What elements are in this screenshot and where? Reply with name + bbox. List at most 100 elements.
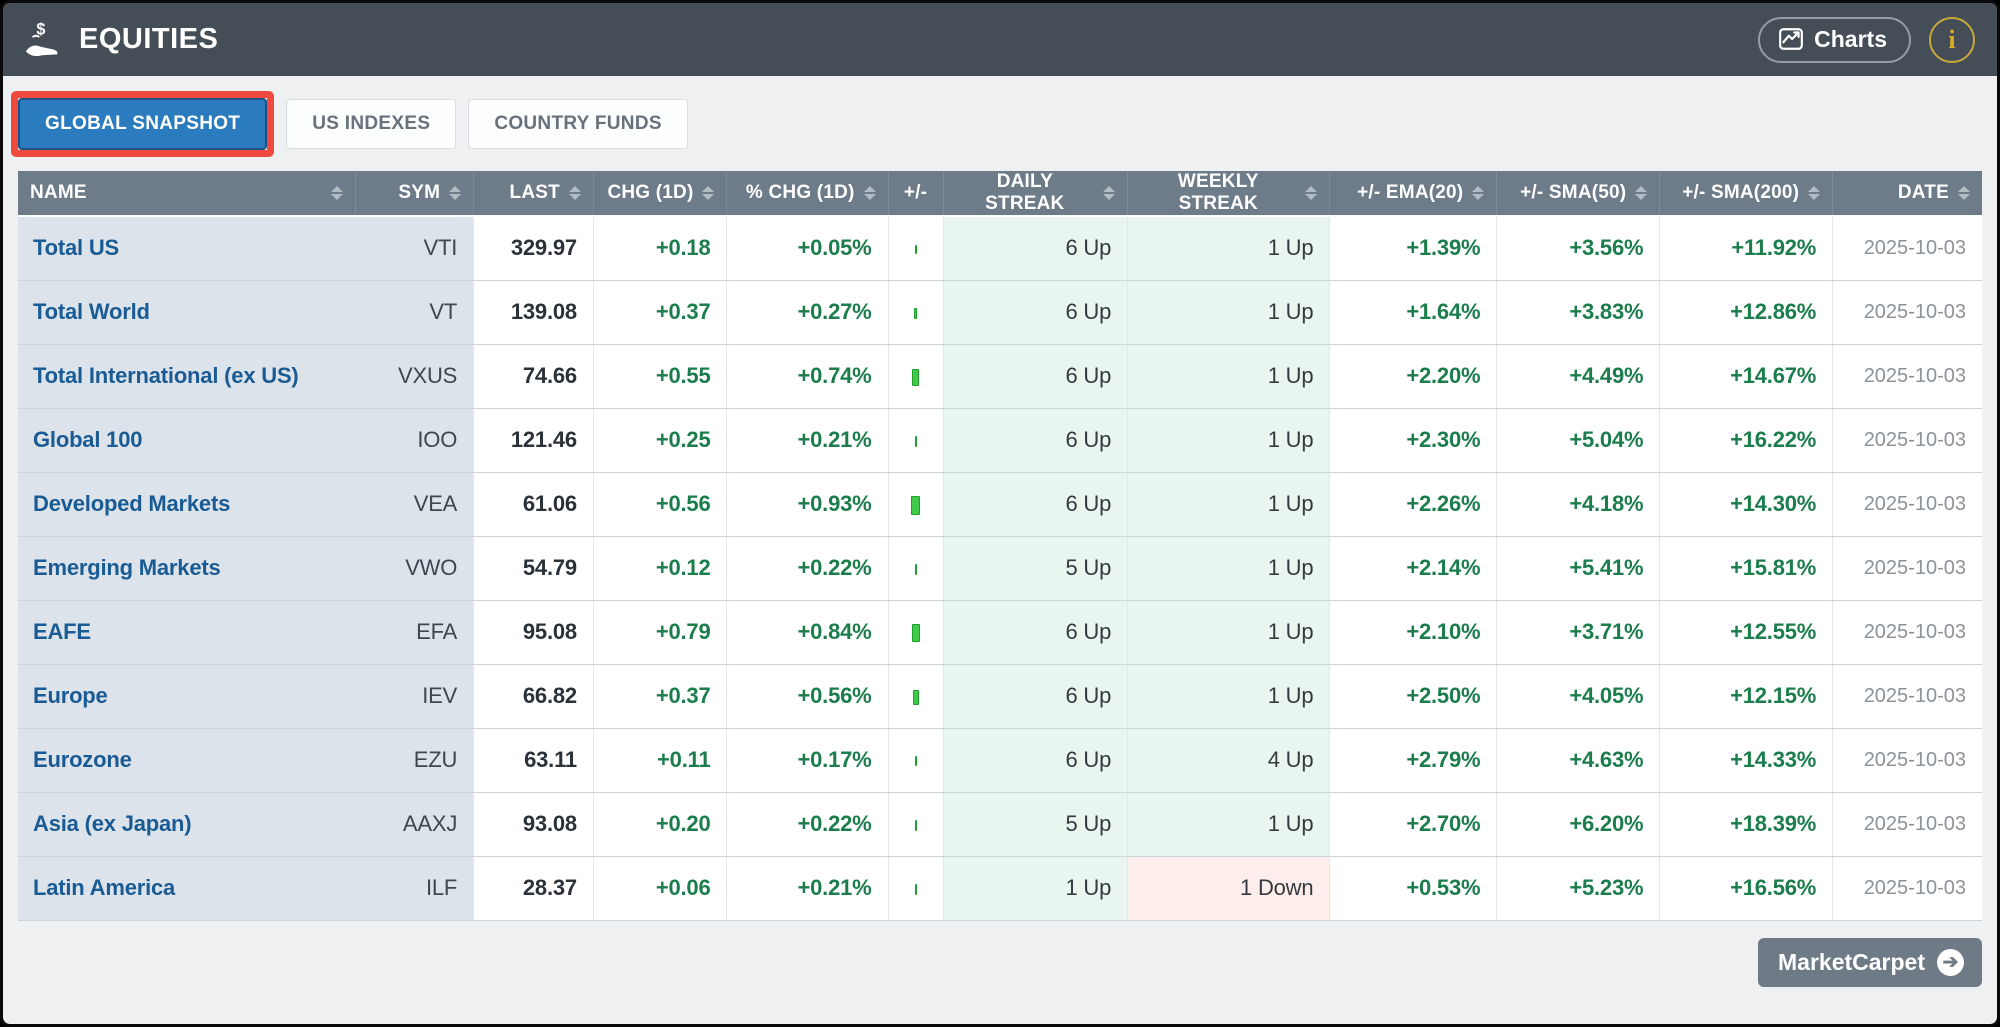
last-price-cell: 121.46 [473, 408, 594, 473]
percent-change-1d-cell: +0.74% [726, 344, 889, 409]
weekly-streak-cell: 1 Up [1127, 600, 1331, 665]
change-bar-cell [888, 664, 944, 729]
fund-name-link[interactable]: Europe [33, 683, 108, 708]
fund-name-link[interactable]: Total World [33, 299, 150, 324]
daily-streak-cell: 1 Up [943, 856, 1129, 921]
change-bar-icon [914, 307, 918, 319]
sma50-cell: +4.18% [1496, 472, 1661, 537]
last-price-cell: 95.08 [473, 600, 594, 665]
column-header-last[interactable]: LAST [473, 171, 594, 217]
column-header-date[interactable]: DATE [1832, 171, 1982, 217]
last-price-cell: 28.37 [473, 856, 594, 921]
percent-change-1d-cell: +0.22% [726, 792, 889, 857]
percent-change-1d-cell: +0.22% [726, 536, 889, 601]
column-header-sym[interactable]: SYM [355, 171, 475, 217]
sma50-cell: +4.05% [1496, 664, 1661, 729]
date-cell: 2025-10-03 [1832, 472, 1982, 537]
sma50-cell: +3.56% [1496, 215, 1661, 281]
change-1d-cell: +0.79 [593, 600, 728, 665]
weekly-streak-cell: 1 Up [1127, 472, 1331, 537]
last-price-cell: 61.06 [473, 472, 594, 537]
weekly-streak-cell: 4 Up [1127, 728, 1331, 793]
sma200-cell: +15.81% [1659, 536, 1834, 601]
column-header-sma50[interactable]: +/- SMA(50) [1496, 171, 1661, 217]
last-price-cell: 63.11 [473, 728, 594, 793]
fund-name-link[interactable]: Asia (ex Japan) [33, 811, 192, 836]
charts-button-label: Charts [1814, 25, 1887, 52]
percent-change-1d-cell: +0.05% [726, 215, 889, 281]
daily-streak-cell: 6 Up [943, 664, 1129, 729]
sma200-cell: +18.39% [1659, 792, 1834, 857]
date-cell: 2025-10-03 [1832, 728, 1982, 793]
table-header-row: NAME SYM LAST [18, 171, 1982, 217]
info-button[interactable]: i [1929, 16, 1975, 63]
column-header-daily[interactable]: DAILY STREAK [943, 171, 1129, 217]
sort-icon [1958, 186, 1970, 200]
change-1d-cell: +0.06 [593, 856, 728, 921]
date-cell: 2025-10-03 [1832, 344, 1982, 409]
page-title: EQUITIES [79, 23, 219, 55]
sort-icon [1635, 186, 1648, 200]
fund-name-link[interactable]: Emerging Markets [33, 555, 221, 580]
fund-name-link[interactable]: Total International (ex US) [33, 363, 299, 388]
fund-name-link[interactable]: Developed Markets [33, 491, 231, 516]
date-cell: 2025-10-03 [1832, 856, 1982, 921]
svg-text:$: $ [36, 20, 45, 38]
table-row: Total World VT 139.08 +0.37 +0.27% 6 Up … [18, 280, 1982, 345]
sma50-cell: +5.04% [1496, 408, 1661, 473]
fund-name-link[interactable]: Latin America [33, 875, 176, 900]
change-1d-cell: +0.56 [593, 472, 728, 537]
change-bar-cell [888, 792, 944, 857]
fund-name-link[interactable]: Total US [33, 235, 119, 261]
weekly-streak-cell: 1 Up [1127, 344, 1331, 409]
daily-streak-cell: 6 Up [943, 408, 1129, 473]
sma200-cell: +12.86% [1659, 280, 1834, 345]
date-cell: 2025-10-03 [1832, 600, 1982, 665]
daily-streak-cell: 6 Up [943, 280, 1129, 345]
weekly-streak-cell: 1 Up [1127, 280, 1331, 345]
sma50-cell: +3.71% [1496, 600, 1661, 665]
change-bar-cell [888, 472, 944, 537]
column-header-weekly[interactable]: WEEKLY STREAK [1127, 171, 1331, 217]
hand-dollar-icon: $ [25, 20, 58, 56]
marketcarpet-button[interactable]: MarketCarpet ➔ [1758, 937, 1982, 987]
column-header-sma200[interactable]: +/- SMA(200) [1659, 171, 1834, 217]
view-tabs: GLOBAL SNAPSHOT US INDEXES COUNTRY FUNDS [11, 91, 1997, 157]
annotation-highlight-box: GLOBAL SNAPSHOT [11, 91, 275, 157]
change-bar-icon [914, 819, 917, 831]
tab-us-indexes[interactable]: US INDEXES [286, 99, 457, 149]
table-row: Europe IEV 66.82 +0.37 +0.56% 6 Up 1 Up … [18, 664, 1982, 729]
column-header-chg[interactable]: CHG (1D) [593, 171, 728, 217]
column-header-bar[interactable]: +/- [888, 171, 944, 217]
change-bar-icon [914, 883, 917, 895]
footer: MarketCarpet ➔ [3, 937, 1982, 987]
tab-global-snapshot[interactable]: GLOBAL SNAPSHOT [18, 98, 268, 150]
date-cell: 2025-10-03 [1832, 536, 1982, 601]
percent-change-1d-cell: +0.93% [726, 472, 889, 537]
column-header-pct[interactable]: % CHG (1D) [726, 171, 889, 217]
fund-name-link[interactable]: Eurozone [33, 747, 132, 772]
charts-button[interactable]: Charts [1758, 16, 1911, 63]
column-header-ema[interactable]: +/- EMA(20) [1329, 171, 1498, 217]
sort-icon [702, 186, 715, 200]
change-bar-icon [914, 244, 917, 254]
column-header-name[interactable]: NAME [18, 171, 357, 217]
sort-icon [568, 186, 581, 200]
percent-change-1d-cell: +0.27% [726, 280, 889, 345]
sort-icon [1103, 186, 1116, 200]
change-bar-icon [912, 689, 919, 705]
tab-country-funds[interactable]: COUNTRY FUNDS [468, 99, 688, 149]
change-1d-cell: +0.37 [593, 664, 728, 729]
change-bar-icon [911, 495, 921, 515]
last-price-cell: 93.08 [473, 792, 594, 857]
fund-name-cell: Total World [18, 280, 356, 345]
fund-name-link[interactable]: Global 100 [33, 427, 143, 452]
change-1d-cell: +0.12 [593, 536, 728, 601]
last-price-cell: 139.08 [473, 280, 594, 345]
sma50-cell: +4.49% [1496, 344, 1661, 409]
fund-name-link[interactable]: EAFE [33, 619, 91, 644]
symbol-cell: IOO [355, 408, 475, 473]
sort-icon [863, 186, 876, 200]
date-cell: 2025-10-03 [1832, 664, 1982, 729]
daily-streak-cell: 5 Up [943, 792, 1129, 857]
